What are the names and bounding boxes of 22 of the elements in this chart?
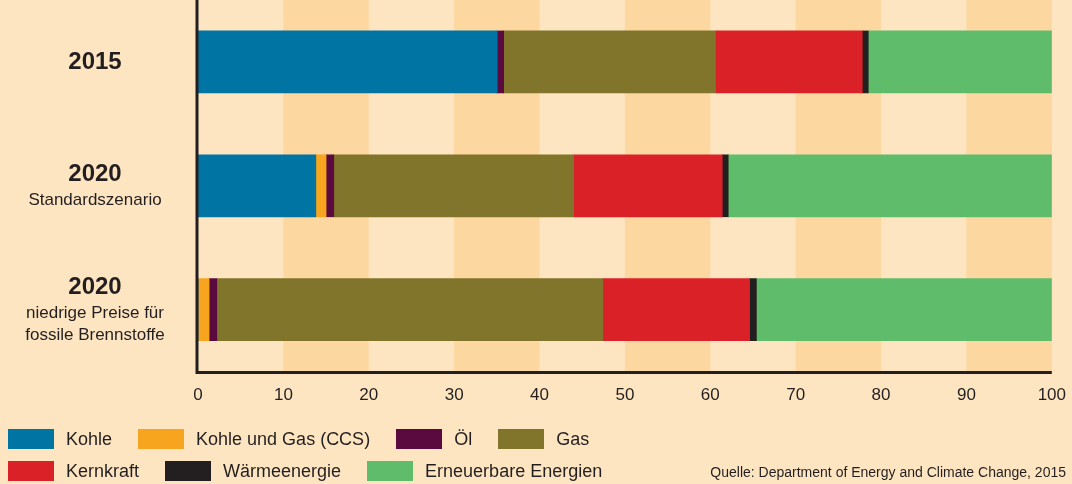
x-tick-label: 40 [530, 385, 549, 405]
legend-label: Kohle und Gas (CCS) [196, 428, 371, 450]
legend-label: Kohle [66, 428, 113, 450]
x-tick-label: 10 [273, 385, 293, 405]
x-tick-label: 60 [700, 385, 720, 405]
x-tick-label: 80 [871, 385, 891, 405]
x-tick-label: 90 [956, 385, 976, 405]
x-tick-label: 70 [786, 385, 806, 405]
x-tick-label: 30 [444, 385, 464, 405]
legend-label: Öl [454, 428, 473, 450]
legend-label: Kernkraft [66, 460, 140, 482]
legend-label: Gas [556, 428, 590, 450]
y-tick-label: 2020 niedrige Preise für fossile Brennstoffe [25, 272, 165, 345]
x-tick-label: 20 [359, 385, 379, 405]
legend-label: Wärmeenergie [223, 460, 342, 482]
x-tick-label: 0 [193, 385, 203, 405]
y-tick-label: 2020 Standardszenario [28, 159, 162, 210]
x-tick-label: 50 [615, 385, 635, 405]
x-tick-label: 100 [1037, 385, 1067, 405]
legend-label: Erneuerbare Energien [425, 460, 603, 482]
source-note: Quelle: Department of Energy and Climate Change, 2015 [710, 464, 1066, 480]
y-tick-label: 2015 [68, 46, 122, 74]
